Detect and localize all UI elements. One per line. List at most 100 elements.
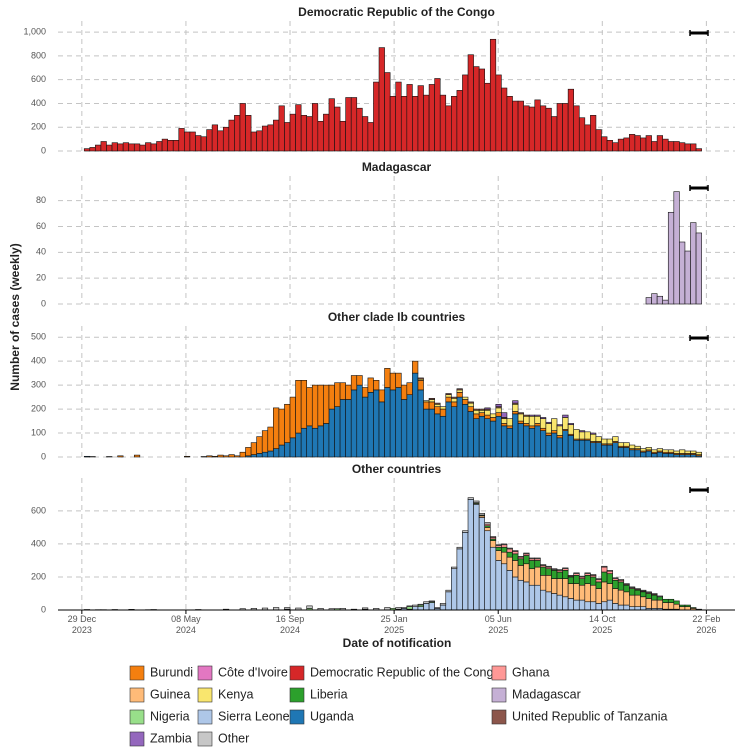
- bar-segment: [400, 96, 408, 152]
- bar-segment: [645, 447, 652, 451]
- bar-segment: [267, 450, 274, 458]
- y-tick-label: 0: [41, 145, 46, 155]
- bar-segment: [573, 105, 580, 152]
- bar-segment: [528, 425, 536, 429]
- bar-segment: [695, 451, 702, 455]
- bar-segment: [439, 94, 447, 152]
- bar-segment: [462, 396, 469, 400]
- legend-swatch: [197, 709, 213, 725]
- bar-segment: [378, 401, 385, 458]
- bar-segment: [651, 449, 658, 453]
- bar-segment: [467, 406, 474, 412]
- bar-segment: [673, 450, 680, 454]
- bar-segment: [467, 54, 474, 152]
- bar-segment: [528, 560, 536, 570]
- bar-segment: [484, 409, 491, 416]
- bar-segment: [684, 450, 691, 454]
- bar-segment: [423, 400, 430, 403]
- bar-segment: [606, 573, 613, 584]
- bar-segment: [317, 120, 324, 152]
- bar-segment: [434, 78, 441, 152]
- bar-segment: [606, 583, 613, 601]
- bar-segment: [523, 552, 530, 555]
- bar-segment: [267, 124, 274, 152]
- bar-segment: [567, 575, 574, 577]
- bar-segment: [512, 551, 519, 555]
- bar-segment: [662, 138, 669, 152]
- bar-segment: [311, 427, 319, 458]
- bar-segment: [434, 413, 441, 458]
- legend-label: Madagascar: [512, 687, 581, 701]
- bar-segment: [273, 119, 280, 152]
- bar-segment: [512, 553, 519, 561]
- bar-segment: [273, 448, 280, 458]
- bar-segment: [356, 375, 363, 386]
- bar-segment: [562, 567, 569, 570]
- bar-segment: [606, 599, 613, 611]
- bar-segment: [501, 423, 508, 427]
- y-tick-label: 0: [41, 298, 46, 308]
- bar-segment: [528, 584, 536, 611]
- bar-segment: [395, 607, 402, 610]
- bar-segment: [228, 454, 235, 458]
- bar-segment: [250, 131, 257, 152]
- bar-segment: [417, 377, 424, 380]
- bar-segment: [645, 450, 652, 458]
- bar-segment: [551, 578, 558, 594]
- bar-segment: [489, 420, 497, 458]
- bar-segment: [489, 540, 497, 548]
- bar-segment: [690, 454, 697, 458]
- bar-segment: [250, 454, 257, 458]
- bar-segment: [545, 591, 552, 611]
- bar-segment: [373, 389, 380, 458]
- bar-segment: [528, 415, 536, 427]
- bar-segment: [517, 420, 524, 424]
- bar-segment: [362, 607, 369, 610]
- bar-segment: [534, 560, 541, 568]
- legend-label: Nigeria: [150, 709, 190, 723]
- bar-segment: [478, 513, 486, 516]
- bar-segment: [656, 596, 663, 601]
- bar-segment: [445, 393, 452, 395]
- bar-segment: [467, 497, 474, 500]
- bar-segment: [133, 143, 141, 152]
- bar-segment: [484, 407, 491, 410]
- bar-segment: [690, 450, 697, 454]
- bar-segment: [406, 605, 413, 607]
- bar-segment: [228, 119, 235, 152]
- bar-segment: [456, 396, 463, 458]
- bar-segment: [617, 447, 625, 458]
- bar-segment: [601, 438, 608, 445]
- x-tick-label: 29 Dec 2023: [68, 614, 97, 635]
- bar-segment: [495, 546, 502, 551]
- bar-segment: [400, 384, 408, 400]
- bar-segment: [595, 436, 602, 442]
- bar-segment: [111, 142, 118, 152]
- bar-segment: [334, 106, 341, 152]
- bar-segment: [395, 387, 402, 458]
- bar-segment: [623, 442, 630, 447]
- bar-segment: [395, 372, 402, 388]
- bar-segment: [567, 435, 574, 458]
- bar-segment: [512, 403, 519, 412]
- bar-segment: [117, 455, 124, 458]
- panel-title: Other countries: [352, 462, 442, 476]
- bar-segment: [629, 449, 636, 458]
- bar-segment: [184, 455, 191, 458]
- bar-segment: [517, 556, 524, 558]
- bar-segment: [256, 130, 263, 152]
- bar-segment: [284, 607, 291, 610]
- bar-segment: [573, 439, 580, 458]
- bar-segment: [356, 384, 363, 458]
- bar-segment: [595, 588, 602, 604]
- bar-segment: [434, 607, 441, 609]
- bar-segment: [367, 377, 374, 393]
- bar-segment: [284, 122, 291, 152]
- bar-segment: [617, 604, 625, 611]
- bar-segment: [501, 412, 508, 418]
- bar-segment: [495, 74, 502, 152]
- bar-segment: [245, 115, 252, 152]
- bar-segment: [556, 569, 563, 571]
- bar-segment: [439, 406, 447, 410]
- bar-segment: [350, 389, 358, 458]
